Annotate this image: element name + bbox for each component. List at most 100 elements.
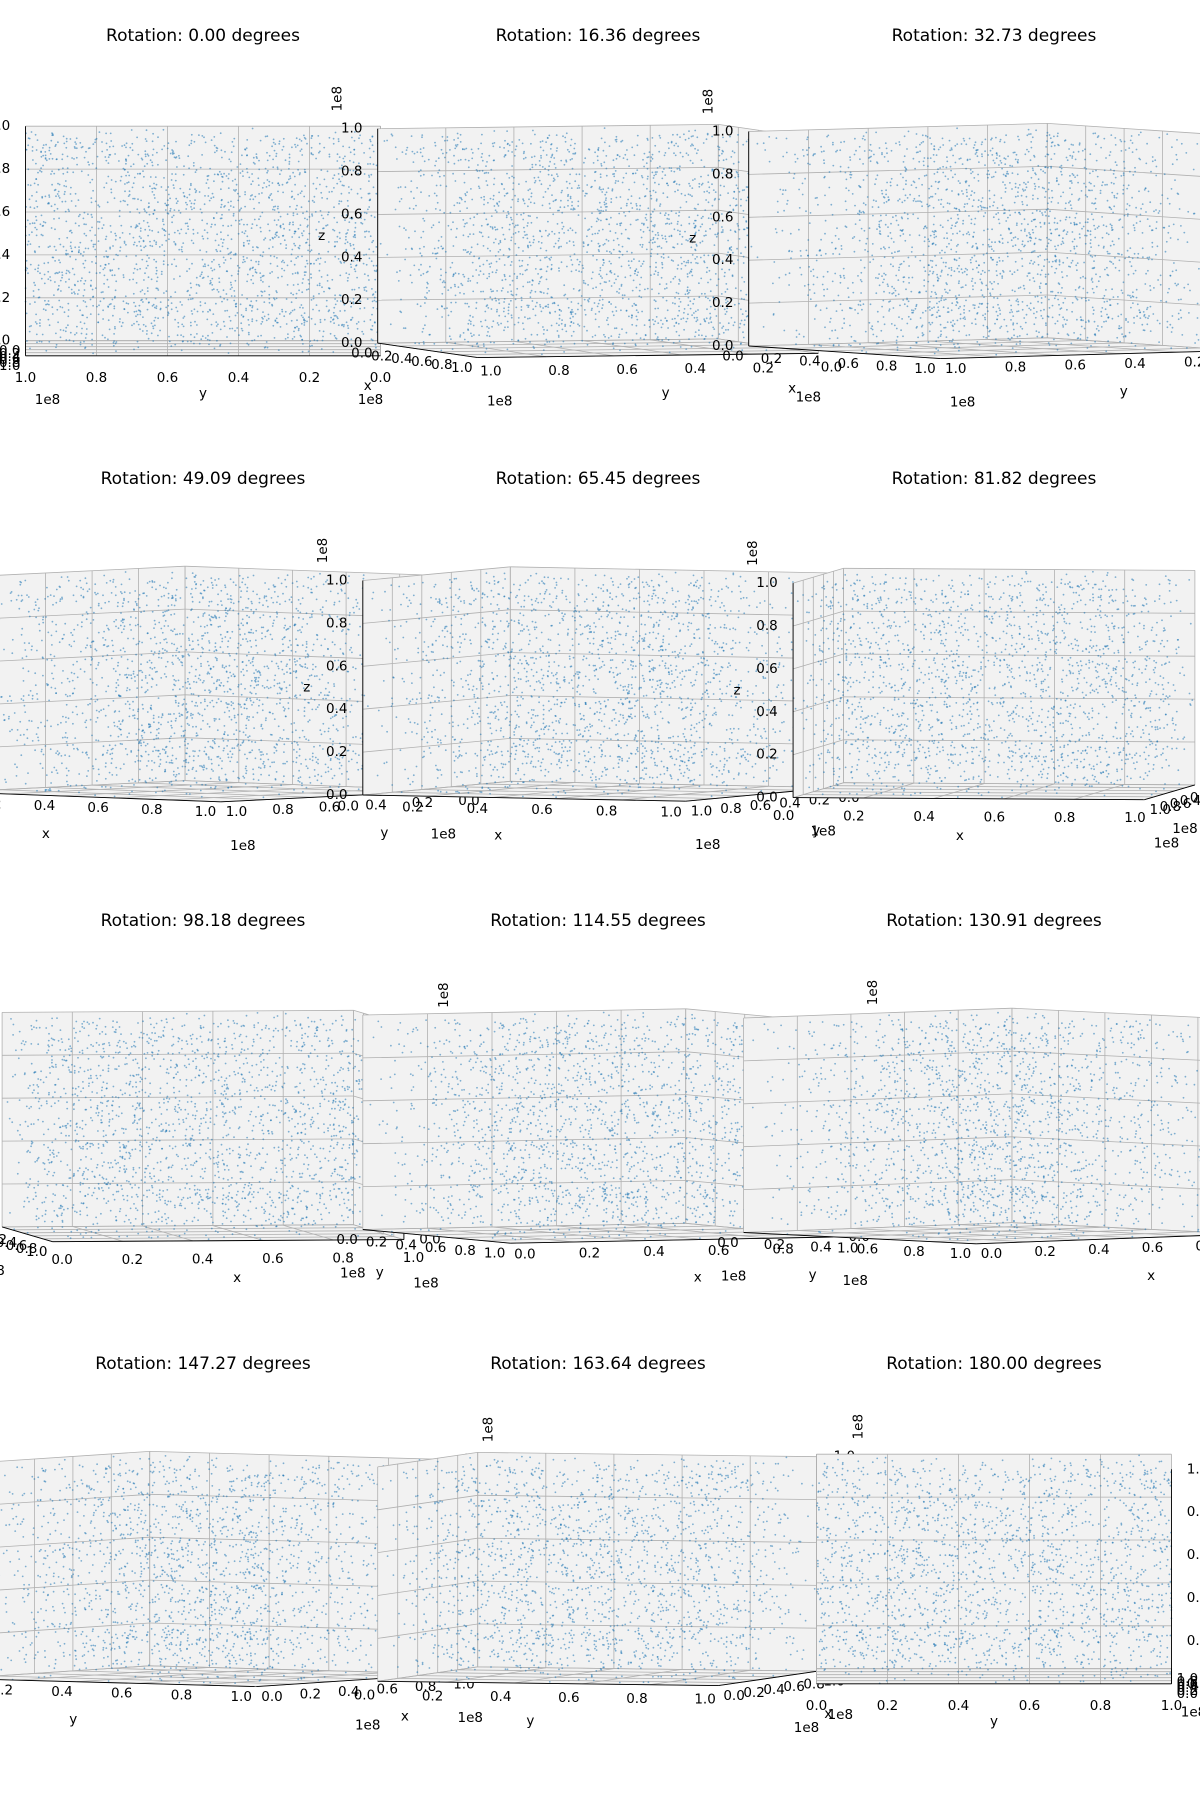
data-point (119, 236, 121, 239)
data-point (262, 311, 264, 313)
data-point (74, 284, 76, 287)
x-tick-label: 1.0 (451, 360, 472, 376)
data-point (832, 253, 834, 255)
data-point (221, 213, 223, 216)
data-point (565, 160, 568, 163)
data-point (634, 304, 637, 306)
data-point (136, 172, 139, 175)
data-point (70, 288, 73, 291)
data-point (902, 176, 904, 179)
data-point (35, 162, 37, 165)
data-point (1142, 311, 1145, 313)
data-point (190, 142, 193, 145)
data-point (352, 302, 355, 305)
data-point (114, 232, 117, 235)
data-point (523, 150, 525, 153)
data-point (39, 272, 41, 275)
data-point (257, 260, 260, 263)
data-point (194, 188, 196, 191)
data-point (530, 289, 533, 292)
data-point (226, 309, 229, 312)
data-point (319, 257, 322, 260)
y-offset-text: 1e8 (796, 389, 821, 405)
data-point (1123, 214, 1126, 217)
data-point (482, 273, 485, 275)
data-point (582, 245, 585, 248)
data-point (37, 171, 39, 174)
data-point (512, 188, 514, 191)
data-point (604, 193, 607, 196)
data-point (214, 239, 217, 242)
data-point (615, 140, 618, 143)
data-point (542, 307, 544, 309)
data-point (181, 304, 183, 306)
data-point (122, 276, 125, 279)
data-point (558, 245, 561, 248)
data-point (484, 310, 487, 313)
data-point (674, 154, 677, 157)
data-point (328, 136, 331, 139)
data-point (635, 309, 638, 312)
data-point (602, 259, 605, 261)
data-point (292, 293, 295, 296)
data-point (506, 172, 508, 175)
data-point (190, 133, 193, 136)
data-point (88, 271, 91, 274)
data-point (998, 222, 1001, 225)
data-point (71, 267, 74, 270)
data-point (457, 272, 460, 275)
data-point (733, 303, 736, 306)
data-point (446, 307, 448, 309)
data-point (79, 279, 82, 282)
data-point (219, 250, 222, 253)
data-point (463, 338, 466, 341)
data-point (489, 266, 492, 268)
data-point (410, 180, 413, 183)
data-point (1078, 143, 1081, 146)
data-point (540, 291, 543, 294)
data-point (471, 335, 473, 338)
data-point (134, 305, 137, 308)
data-point (463, 292, 465, 295)
data-point (148, 213, 151, 216)
data-point (885, 200, 888, 203)
data-point (569, 317, 572, 320)
data-point (517, 230, 520, 233)
data-point (997, 218, 1000, 221)
data-point (310, 317, 313, 320)
data-point (451, 348, 454, 350)
data-point (838, 253, 841, 256)
data-point (124, 168, 126, 171)
data-point (668, 167, 671, 169)
data-point (310, 276, 313, 279)
data-point (352, 169, 355, 172)
x-tick-label: 0.6 (411, 354, 432, 370)
data-point (194, 171, 197, 174)
data-point (103, 186, 106, 189)
data-point (999, 313, 1002, 315)
data-point (213, 258, 215, 261)
data-point (190, 182, 192, 185)
data-point (721, 226, 723, 228)
data-point (1112, 263, 1115, 265)
x-tick-label: 0.8 (0, 355, 20, 371)
data-point (600, 163, 603, 165)
data-point (644, 288, 646, 291)
data-point (703, 234, 706, 237)
data-point (132, 243, 135, 246)
data-point (656, 336, 659, 338)
data-point (666, 217, 669, 220)
data-point (730, 316, 733, 319)
data-point (722, 159, 725, 162)
data-point (680, 262, 683, 265)
data-point (196, 232, 199, 234)
data-point (659, 212, 662, 215)
data-point (725, 310, 728, 313)
data-point (988, 330, 991, 333)
data-point (42, 144, 45, 147)
data-point (648, 241, 651, 244)
data-point (1026, 134, 1029, 137)
data-point (227, 187, 230, 190)
data-point (440, 274, 442, 277)
data-point (511, 165, 513, 167)
